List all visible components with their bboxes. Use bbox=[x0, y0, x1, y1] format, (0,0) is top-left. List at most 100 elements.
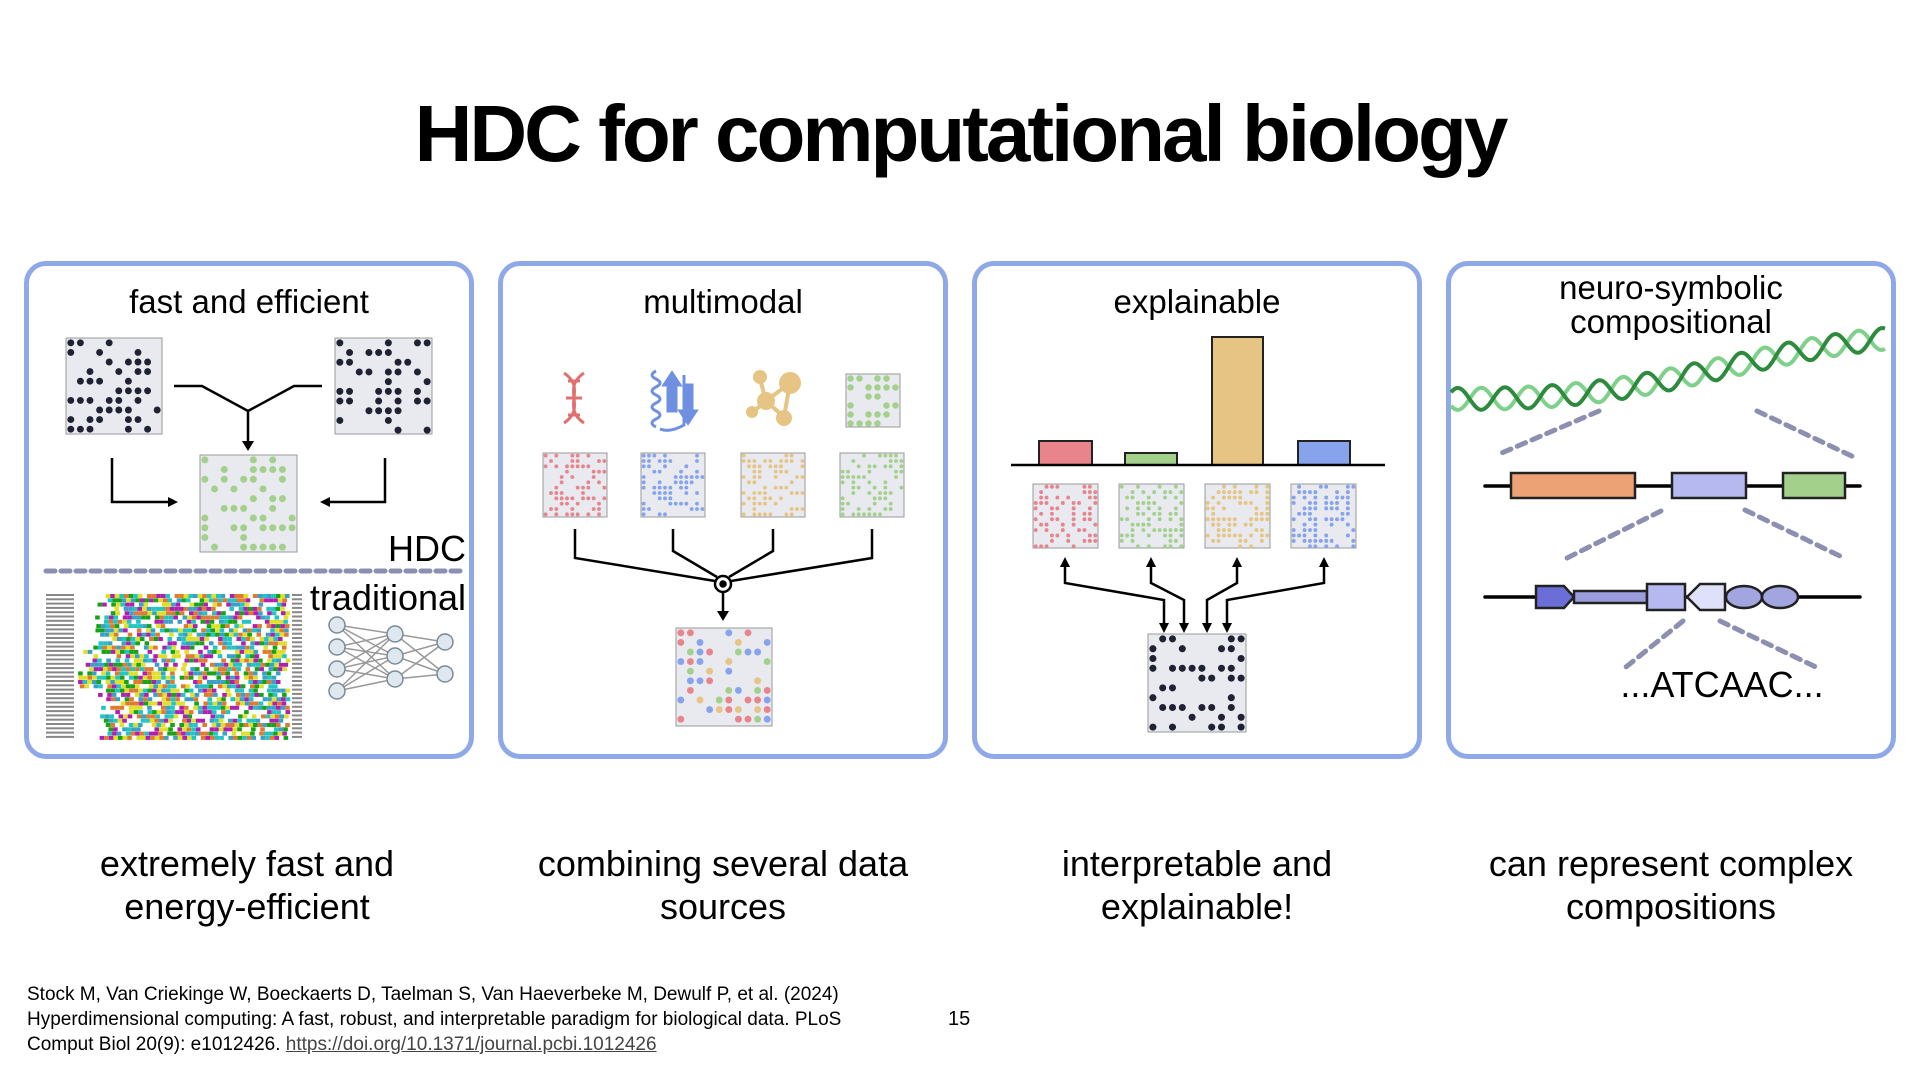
msa-cell bbox=[208, 598, 214, 603]
binding-arrows bbox=[110, 384, 387, 504]
msa-cell bbox=[206, 671, 212, 676]
msa-cell bbox=[272, 654, 278, 659]
msa-cell bbox=[184, 697, 190, 702]
msa-row-label bbox=[46, 619, 74, 622]
msa-cell bbox=[216, 680, 221, 684]
msa-cell bbox=[114, 594, 120, 598]
msa-cell bbox=[83, 649, 88, 654]
msa-cell bbox=[244, 649, 249, 654]
matrix-dot bbox=[888, 501, 893, 506]
msa-cell bbox=[271, 594, 276, 598]
msa-cell bbox=[123, 628, 128, 633]
matrix-dot bbox=[663, 496, 667, 501]
matrix-dot bbox=[847, 402, 854, 409]
msa-cell bbox=[268, 731, 274, 736]
motif-ellipse bbox=[1724, 584, 1764, 610]
msa-cell bbox=[214, 718, 219, 723]
matrix-dot bbox=[134, 387, 142, 395]
msa-cell bbox=[277, 637, 283, 641]
msa-cell bbox=[211, 606, 216, 611]
matrix-dot bbox=[899, 464, 904, 469]
matrix-dot bbox=[570, 459, 575, 463]
msa-cell bbox=[280, 705, 286, 710]
msa-cell bbox=[228, 615, 234, 620]
matrix-dot bbox=[423, 397, 431, 405]
msa-cell bbox=[113, 662, 118, 667]
matrix-dot bbox=[346, 349, 354, 357]
matrix-dot bbox=[1149, 694, 1157, 702]
msa-cell bbox=[282, 641, 288, 646]
msa-cell bbox=[253, 675, 258, 680]
matrix-dot bbox=[657, 469, 662, 474]
matrix-dot bbox=[657, 512, 662, 517]
matrix-dot bbox=[872, 496, 877, 501]
matrix-dot bbox=[700, 507, 705, 511]
msa-cell bbox=[159, 628, 165, 633]
matrix-dot bbox=[1259, 511, 1264, 516]
matrix-dot bbox=[1119, 538, 1124, 543]
matrix-dot bbox=[375, 397, 383, 405]
msa-cell bbox=[253, 611, 258, 616]
matrix-dot bbox=[1254, 490, 1259, 495]
matrix-dot bbox=[365, 407, 373, 415]
msa-cell bbox=[268, 637, 274, 641]
matrix-dot bbox=[1130, 522, 1135, 527]
matrix-dot bbox=[1211, 517, 1216, 522]
matrix-dot bbox=[1222, 495, 1226, 500]
matrix-dot bbox=[1249, 501, 1253, 505]
msa-cell bbox=[93, 684, 99, 689]
combined-hypervector bbox=[675, 627, 773, 727]
matrix-dot bbox=[763, 686, 771, 694]
msa-cell bbox=[271, 723, 276, 727]
panel-heading: explainable bbox=[1114, 283, 1281, 320]
doi-link[interactable]: https://doi.org/10.1371/journal.pcbi.101… bbox=[285, 1034, 657, 1055]
msa-cell bbox=[163, 727, 169, 732]
matrix-dot bbox=[394, 387, 402, 395]
msa-cell bbox=[137, 606, 143, 611]
matrix-dot bbox=[686, 667, 694, 675]
matrix-dot bbox=[789, 491, 794, 495]
msa-cell bbox=[184, 649, 189, 654]
matrix-dot bbox=[394, 397, 402, 405]
matrix-dot bbox=[597, 459, 601, 463]
msa-cell bbox=[84, 684, 89, 689]
matrix-dot bbox=[878, 453, 882, 458]
msa-cell bbox=[98, 684, 103, 689]
matrix-background bbox=[65, 337, 163, 435]
matrix-dot bbox=[1329, 506, 1334, 511]
msa-cell bbox=[142, 675, 148, 680]
msa-cell bbox=[199, 684, 204, 689]
msa-cell bbox=[195, 641, 200, 646]
matrix-dot bbox=[1157, 517, 1162, 522]
msa-cell bbox=[243, 671, 249, 676]
msa-cell bbox=[150, 628, 156, 633]
matrix-dot bbox=[752, 464, 757, 469]
matrix-dot bbox=[1351, 528, 1356, 532]
msa-row-number bbox=[292, 718, 302, 721]
msa-row-label bbox=[46, 658, 74, 661]
msa-cell bbox=[248, 680, 253, 684]
msa-cell bbox=[167, 684, 172, 689]
matrix-dot bbox=[134, 348, 142, 356]
msa-cell bbox=[241, 637, 246, 641]
matrix-dot bbox=[673, 475, 678, 479]
matrix-dot bbox=[1044, 544, 1049, 549]
msa-cell bbox=[156, 624, 161, 629]
matrix-dot bbox=[1329, 517, 1334, 522]
msa-cell bbox=[223, 619, 229, 624]
msa-cell bbox=[266, 723, 272, 727]
matrix-dot bbox=[763, 485, 767, 490]
matrix-dot bbox=[1308, 506, 1312, 511]
msa-cell bbox=[239, 611, 245, 616]
msa-cell bbox=[234, 680, 240, 684]
msa-cell bbox=[247, 632, 252, 637]
msa-cell bbox=[147, 611, 153, 616]
matrix-dot bbox=[1216, 538, 1221, 543]
msa-cell bbox=[199, 637, 205, 641]
msa-cell bbox=[236, 684, 241, 689]
msa-cell bbox=[198, 710, 203, 715]
caption-compositional: can represent complex compositions bbox=[1446, 842, 1896, 928]
msa-cell bbox=[112, 731, 117, 736]
msa-cell bbox=[176, 598, 182, 603]
matrix-dot bbox=[1087, 495, 1092, 500]
